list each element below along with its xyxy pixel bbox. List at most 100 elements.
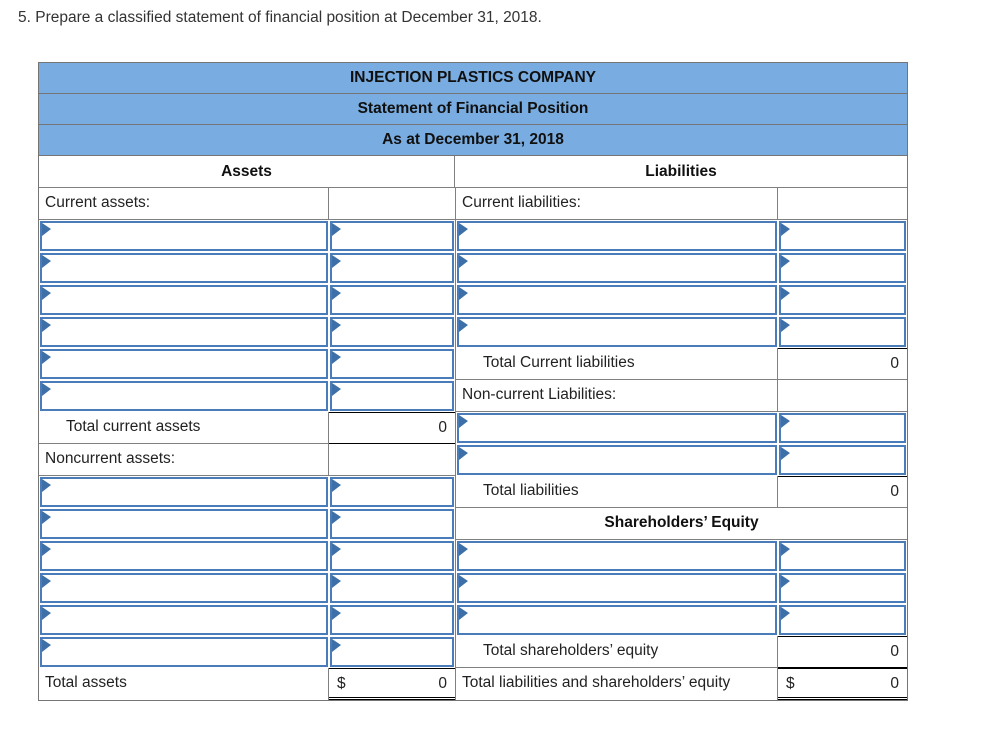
noncurrent-asset-row-1: [39, 476, 455, 508]
dropdown-flag-icon: [42, 639, 51, 652]
empty-amount-cell: [778, 188, 907, 220]
dropdown-flag-icon: [459, 255, 468, 268]
current-liability-row-1: [456, 220, 907, 252]
liability-account-input[interactable]: [457, 285, 777, 315]
current-asset-row-4: [39, 316, 455, 348]
liability-account-input[interactable]: [457, 221, 777, 251]
asset-amount-input[interactable]: [330, 381, 454, 411]
dropdown-flag-icon: [459, 607, 468, 620]
dropdown-flag-icon: [42, 543, 51, 556]
currency-symbol: $: [786, 674, 795, 692]
liability-amount-input[interactable]: [779, 285, 906, 315]
current-assets-label-row: Current assets:: [39, 188, 455, 220]
asset-amount-input[interactable]: [330, 253, 454, 283]
asset-account-input[interactable]: [40, 637, 328, 667]
asset-amount-input[interactable]: [330, 605, 454, 635]
asset-account-input[interactable]: [40, 477, 328, 507]
assets-column-header: Assets: [39, 156, 455, 187]
equity-account-input[interactable]: [457, 541, 777, 571]
equity-account-input[interactable]: [457, 573, 777, 603]
liability-amount-input[interactable]: [779, 317, 906, 347]
equity-account-input[interactable]: [457, 605, 777, 635]
asset-account-input[interactable]: [40, 349, 328, 379]
asset-amount-input[interactable]: [330, 349, 454, 379]
equity-amount-input[interactable]: [779, 573, 906, 603]
dropdown-flag-icon: [459, 287, 468, 300]
asset-account-input[interactable]: [40, 541, 328, 571]
total-liabilities-label: Total liabilities: [456, 476, 778, 508]
equity-amount-input[interactable]: [779, 605, 906, 635]
dropdown-flag-icon: [332, 511, 341, 524]
dropdown-flag-icon: [459, 543, 468, 556]
total-current-liabilities-label: Total Current liabilities: [456, 348, 778, 380]
total-assets-row: Total assets $ 0: [39, 668, 455, 700]
asset-account-input[interactable]: [40, 285, 328, 315]
liability-account-input[interactable]: [457, 317, 777, 347]
asset-account-input[interactable]: [40, 381, 328, 411]
dropdown-flag-icon: [781, 287, 790, 300]
asset-amount-input[interactable]: [330, 573, 454, 603]
liability-amount-input[interactable]: [779, 221, 906, 251]
liabilities-equity-section: Current liabilities: Total Current liab: [456, 188, 907, 700]
dropdown-flag-icon: [332, 383, 341, 396]
asset-account-input[interactable]: [40, 221, 328, 251]
dropdown-flag-icon: [781, 607, 790, 620]
asset-account-input[interactable]: [40, 605, 328, 635]
dropdown-flag-icon: [459, 223, 468, 236]
dropdown-flag-icon: [42, 351, 51, 364]
asset-amount-input[interactable]: [330, 509, 454, 539]
current-liability-row-2: [456, 252, 907, 284]
dropdown-flag-icon: [459, 415, 468, 428]
dropdown-flag-icon: [332, 479, 341, 492]
dropdown-flag-icon: [781, 575, 790, 588]
dropdown-flag-icon: [42, 255, 51, 268]
asset-amount-input[interactable]: [330, 285, 454, 315]
asset-account-input[interactable]: [40, 317, 328, 347]
dropdown-flag-icon: [781, 447, 790, 460]
total-liabilities-and-equity-value: 0: [890, 674, 899, 692]
liability-account-input[interactable]: [457, 445, 777, 475]
dropdown-flag-icon: [781, 415, 790, 428]
asset-account-input[interactable]: [40, 509, 328, 539]
asset-amount-input[interactable]: [330, 221, 454, 251]
asset-amount-input[interactable]: [330, 541, 454, 571]
liability-account-input[interactable]: [457, 253, 777, 283]
current-liability-row-4: [456, 316, 907, 348]
report-title-header: Statement of Financial Position: [39, 94, 907, 125]
empty-amount-cell: [778, 380, 907, 412]
asset-account-input[interactable]: [40, 253, 328, 283]
asset-amount-input[interactable]: [330, 317, 454, 347]
dropdown-flag-icon: [781, 223, 790, 236]
assets-section: Current assets:: [39, 188, 456, 700]
total-assets-amount-cell: $ 0: [329, 668, 455, 700]
current-asset-row-6: [39, 380, 455, 412]
asset-amount-input[interactable]: [330, 637, 454, 667]
noncurrent-asset-row-6: [39, 636, 455, 668]
dropdown-flag-icon: [781, 543, 790, 556]
liability-amount-input[interactable]: [779, 253, 906, 283]
current-assets-label: Current assets:: [39, 188, 329, 220]
liability-account-input[interactable]: [457, 413, 777, 443]
dropdown-flag-icon: [42, 511, 51, 524]
dropdown-flag-icon: [42, 383, 51, 396]
dropdown-flag-icon: [42, 223, 51, 236]
liability-amount-input[interactable]: [779, 445, 906, 475]
total-shareholders-equity-label: Total shareholders’ equity: [456, 636, 778, 668]
total-assets-label: Total assets: [39, 668, 329, 700]
equity-amount-input[interactable]: [779, 541, 906, 571]
total-current-assets-label: Total current assets: [39, 412, 329, 444]
task-instruction: 5. Prepare a classified statement of fin…: [18, 9, 542, 26]
equity-row-3: [456, 604, 907, 636]
asset-amount-input[interactable]: [330, 477, 454, 507]
liability-amount-input[interactable]: [779, 413, 906, 443]
total-current-liabilities-row: Total Current liabilities 0: [456, 348, 907, 380]
noncurrent-asset-row-5: [39, 604, 455, 636]
empty-amount-cell: [329, 444, 455, 476]
noncurrent-asset-row-2: [39, 508, 455, 540]
asset-account-input[interactable]: [40, 573, 328, 603]
equity-row-1: [456, 540, 907, 572]
financial-position-table: INJECTION PLASTICS COMPANY Statement of …: [38, 62, 908, 701]
total-liabilities-value: 0: [778, 476, 907, 508]
current-liabilities-label-row: Current liabilities:: [456, 188, 907, 220]
current-liability-row-3: [456, 284, 907, 316]
